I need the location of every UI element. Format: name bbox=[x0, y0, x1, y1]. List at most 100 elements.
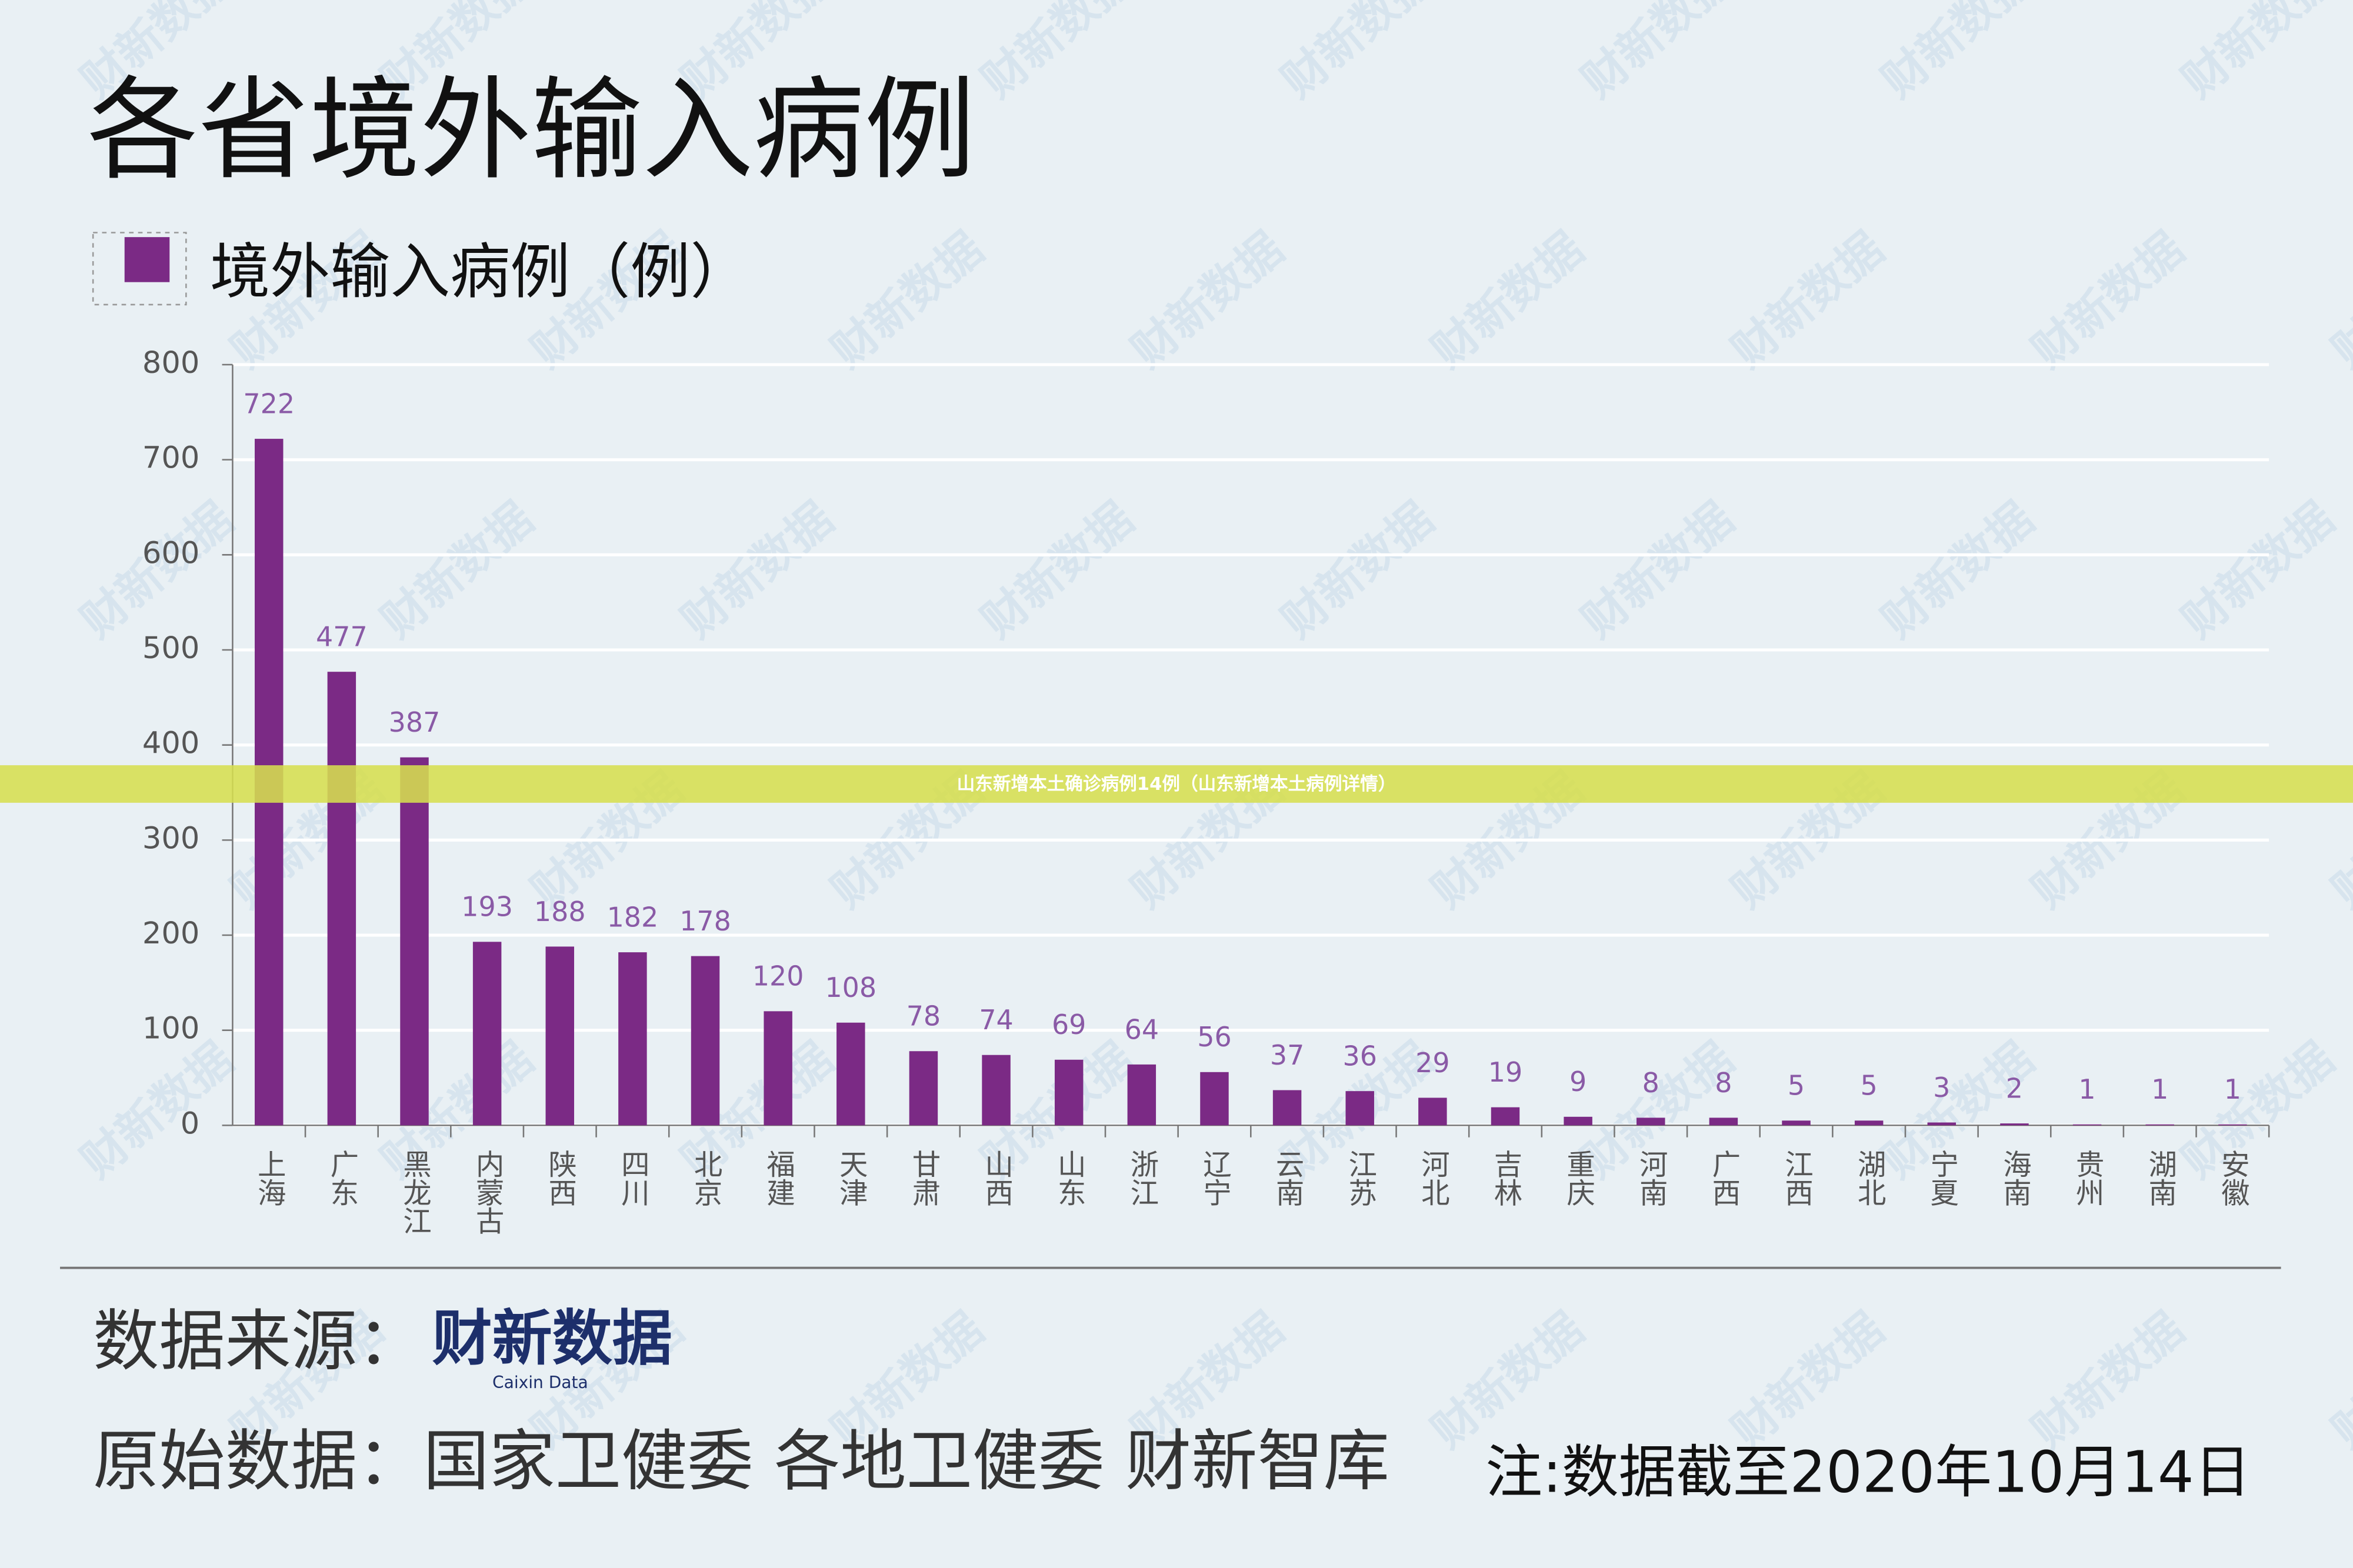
x-tick-label: 甘肃 bbox=[907, 1149, 940, 1206]
value-label: 9 bbox=[1569, 1066, 1587, 1097]
x-tick-label: 安徽 bbox=[2216, 1149, 2249, 1206]
value-label: 387 bbox=[389, 706, 441, 738]
banner-bar bbox=[0, 765, 2353, 803]
value-label: 8 bbox=[1715, 1067, 1732, 1099]
bar bbox=[1854, 1120, 1884, 1126]
x-tick-label: 河北 bbox=[1416, 1149, 1449, 1206]
bar bbox=[2145, 1124, 2174, 1126]
x-tick-label: 四川 bbox=[616, 1149, 649, 1206]
bar bbox=[1491, 1107, 1520, 1126]
bar bbox=[1782, 1120, 1811, 1126]
y-tick-label: 800 bbox=[142, 346, 199, 381]
x-tick-label: 北京 bbox=[689, 1149, 722, 1206]
x-tick-label: 辽宁 bbox=[1198, 1149, 1231, 1206]
legend-box bbox=[92, 232, 187, 306]
value-label: 19 bbox=[1488, 1056, 1522, 1088]
bar bbox=[691, 956, 720, 1126]
value-label: 120 bbox=[752, 960, 804, 992]
value-label: 108 bbox=[825, 972, 876, 1003]
plot: 0100200300400500600700800上海722广东477黑龙江38… bbox=[142, 346, 2270, 1235]
x-tick-label: 湖南 bbox=[2144, 1149, 2177, 1206]
x-tick-label: 吉林 bbox=[1489, 1149, 1522, 1206]
legend-swatch bbox=[124, 237, 170, 282]
bar bbox=[1709, 1117, 1738, 1126]
source-logo-sub: Caixin Data bbox=[492, 1373, 588, 1392]
y-tick-label: 500 bbox=[142, 631, 199, 666]
value-label: 178 bbox=[679, 905, 731, 937]
x-tick-label: 浙江 bbox=[1125, 1149, 1158, 1206]
banner[interactable]: 山东新增本土确诊病例14例（山东新增本土病例详情） bbox=[957, 773, 1397, 795]
value-label: 477 bbox=[316, 621, 368, 653]
legend-label: 境外输入病例（例） bbox=[210, 237, 750, 307]
chart-title: 各省境外输入病例 bbox=[87, 66, 975, 195]
x-tick-label: 湖北 bbox=[1852, 1149, 1885, 1206]
x-tick-label: 江苏 bbox=[1344, 1149, 1377, 1206]
x-tick-label: 海南 bbox=[1998, 1149, 2031, 1206]
source-label: 数据来源： bbox=[93, 1303, 423, 1380]
bar bbox=[472, 942, 502, 1126]
y-tick-label: 300 bbox=[142, 821, 199, 856]
x-tick-label: 广西 bbox=[1707, 1149, 1740, 1206]
x-tick-label: 云南 bbox=[1271, 1149, 1304, 1206]
x-tick-label: 重庆 bbox=[1562, 1149, 1595, 1206]
value-label: 5 bbox=[1861, 1070, 1878, 1102]
note: 注:数据截至2020年10月14日 bbox=[1485, 1439, 2251, 1506]
x-tick-label: 贵州 bbox=[2071, 1149, 2104, 1206]
value-label: 8 bbox=[1642, 1067, 1659, 1099]
y-tick-label: 700 bbox=[142, 441, 199, 476]
bar bbox=[982, 1055, 1011, 1126]
x-tick-label: 上海 bbox=[252, 1149, 285, 1206]
value-label: 5 bbox=[1788, 1070, 1805, 1102]
y-tick-label: 400 bbox=[142, 726, 199, 761]
x-tick-label: 宁夏 bbox=[1925, 1149, 1958, 1206]
x-tick-label: 广东 bbox=[325, 1149, 358, 1206]
value-label: 78 bbox=[906, 1000, 941, 1032]
x-tick-label: 山东 bbox=[1052, 1149, 1085, 1206]
value-label: 69 bbox=[1052, 1009, 1086, 1040]
bar bbox=[2072, 1124, 2102, 1126]
bar bbox=[2000, 1123, 2029, 1126]
x-tick-label: 黑龙江 bbox=[398, 1149, 431, 1235]
y-tick-label: 0 bbox=[181, 1106, 199, 1141]
value-label: 1 bbox=[2078, 1073, 2095, 1105]
bar bbox=[1345, 1091, 1374, 1126]
bar bbox=[909, 1051, 938, 1126]
value-label: 37 bbox=[1270, 1039, 1304, 1071]
value-label: 3 bbox=[1933, 1072, 1950, 1103]
value-label: 29 bbox=[1415, 1047, 1449, 1079]
value-label: 56 bbox=[1197, 1021, 1231, 1053]
value-label: 36 bbox=[1343, 1040, 1377, 1072]
value-label: 722 bbox=[243, 388, 295, 419]
bar bbox=[1927, 1122, 1957, 1126]
bar bbox=[836, 1022, 865, 1126]
source-logo: 财新数据 bbox=[432, 1304, 672, 1374]
x-tick-label: 河南 bbox=[1634, 1149, 1667, 1206]
bar bbox=[2218, 1124, 2247, 1126]
value-label: 182 bbox=[607, 901, 659, 933]
y-tick-label: 200 bbox=[142, 916, 199, 951]
bar bbox=[1054, 1059, 1084, 1126]
y-tick-label: 100 bbox=[142, 1012, 199, 1046]
value-label: 188 bbox=[534, 896, 586, 928]
bar bbox=[545, 946, 574, 1126]
raw-data: 原始数据：国家卫健委 各地卫健委 财新智库 bbox=[93, 1423, 1389, 1500]
value-label: 64 bbox=[1125, 1013, 1159, 1045]
bar bbox=[1418, 1097, 1447, 1126]
x-tick-label: 山西 bbox=[980, 1149, 1013, 1206]
x-tick-label: 内蒙古 bbox=[471, 1149, 504, 1235]
bar bbox=[327, 672, 356, 1126]
value-label: 193 bbox=[461, 891, 513, 923]
x-tick-label: 陕西 bbox=[544, 1149, 576, 1206]
x-tick-label: 天津 bbox=[834, 1149, 867, 1206]
bar bbox=[1272, 1090, 1302, 1126]
bar bbox=[400, 757, 429, 1126]
bar bbox=[1200, 1072, 1229, 1126]
value-label: 74 bbox=[979, 1004, 1013, 1036]
value-label: 1 bbox=[2151, 1073, 2168, 1105]
value-label: 1 bbox=[2224, 1073, 2241, 1105]
x-tick-label: 江西 bbox=[1780, 1149, 1813, 1206]
bar bbox=[764, 1011, 792, 1126]
bar bbox=[1127, 1064, 1156, 1126]
x-tick-label: 福建 bbox=[762, 1149, 795, 1206]
